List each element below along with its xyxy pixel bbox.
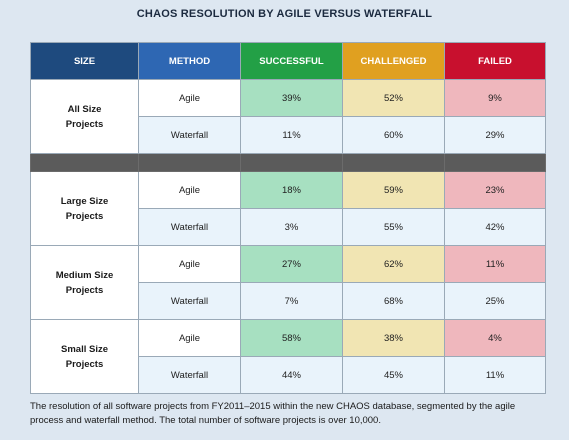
challenged-cell: 38%: [342, 319, 445, 357]
header-row: SIZE METHOD SUCCESSFUL CHALLENGED FAILED: [30, 42, 546, 80]
size-label-line1: Medium Size: [55, 269, 114, 281]
size-label-line1: All Size: [67, 103, 102, 115]
table-row: Large Size Projects Agile 18% 59% 23%: [30, 171, 546, 246]
chaos-resolution-table: SIZE METHOD SUCCESSFUL CHALLENGED FAILED…: [30, 42, 546, 394]
table-title: CHAOS RESOLUTION BY AGILE VERSUS WATERFA…: [136, 8, 433, 20]
size-label-line2: Projects: [65, 358, 104, 370]
challenged-cell: 68%: [342, 282, 445, 320]
size-label-small: Small Size Projects: [30, 319, 139, 394]
size-label-line1: Small Size: [61, 343, 108, 355]
separator-cell: [30, 153, 139, 172]
table-row: Waterfall 44% 45% 11%: [31, 356, 546, 394]
method-cell: Waterfall: [138, 356, 241, 394]
successful-cell: 11%: [240, 116, 343, 154]
challenged-cell: 62%: [342, 245, 445, 283]
separator-row: [30, 153, 546, 172]
failed-cell: 29%: [444, 116, 546, 154]
challenged-cell: 55%: [342, 208, 445, 246]
challenged-cell: 52%: [342, 79, 445, 117]
separator-cell: [444, 153, 546, 172]
method-cell: Waterfall: [138, 208, 241, 246]
header-failed: FAILED: [444, 42, 546, 80]
table-row: All Size Projects Agile 39% 52% 9%: [30, 79, 546, 154]
size-label-medium: Medium Size Projects: [30, 245, 139, 320]
size-label-line2: Projects: [65, 118, 104, 130]
table-caption: The resolution of all software projects …: [30, 401, 516, 426]
header-size: SIZE: [30, 42, 139, 80]
method-cell: Waterfall: [138, 116, 241, 154]
method-cell: Agile: [138, 245, 241, 283]
successful-cell: 58%: [240, 319, 343, 357]
successful-cell: 44%: [240, 356, 343, 394]
failed-cell: 23%: [444, 171, 546, 209]
table-row: Waterfall 3% 55% 42%: [31, 208, 546, 246]
size-label-line2: Projects: [65, 284, 104, 296]
method-cell: Agile: [138, 171, 241, 209]
size-label-all: All Size Projects: [30, 79, 139, 154]
separator-cell: [138, 153, 241, 172]
failed-cell: 42%: [444, 208, 546, 246]
table-row: Waterfall 11% 60% 29%: [31, 116, 546, 154]
table-row: Small Size Projects Agile 58% 38% 4%: [30, 319, 546, 394]
successful-cell: 39%: [240, 79, 343, 117]
header-method: METHOD: [138, 42, 241, 80]
challenged-cell: 59%: [342, 171, 445, 209]
successful-cell: 27%: [240, 245, 343, 283]
successful-cell: 3%: [240, 208, 343, 246]
challenged-cell: 60%: [342, 116, 445, 154]
header-challenged: CHALLENGED: [342, 42, 445, 80]
method-cell: Agile: [138, 79, 241, 117]
failed-cell: 9%: [444, 79, 546, 117]
size-label-line2: Projects: [65, 210, 104, 222]
method-cell: Waterfall: [138, 282, 241, 320]
separator-cell: [240, 153, 343, 172]
successful-cell: 7%: [240, 282, 343, 320]
method-cell: Agile: [138, 319, 241, 357]
table-row: Medium Size Projects Agile 27% 62% 11%: [30, 245, 546, 320]
header-successful: SUCCESSFUL: [240, 42, 343, 80]
challenged-cell: 45%: [342, 356, 445, 394]
size-label-large: Large Size Projects: [30, 171, 139, 246]
failed-cell: 11%: [444, 245, 546, 283]
separator-cell: [342, 153, 445, 172]
failed-cell: 11%: [444, 356, 546, 394]
successful-cell: 18%: [240, 171, 343, 209]
size-label-line1: Large Size: [60, 195, 109, 207]
failed-cell: 25%: [444, 282, 546, 320]
table-row: Waterfall 7% 68% 25%: [31, 282, 546, 320]
failed-cell: 4%: [444, 319, 546, 357]
